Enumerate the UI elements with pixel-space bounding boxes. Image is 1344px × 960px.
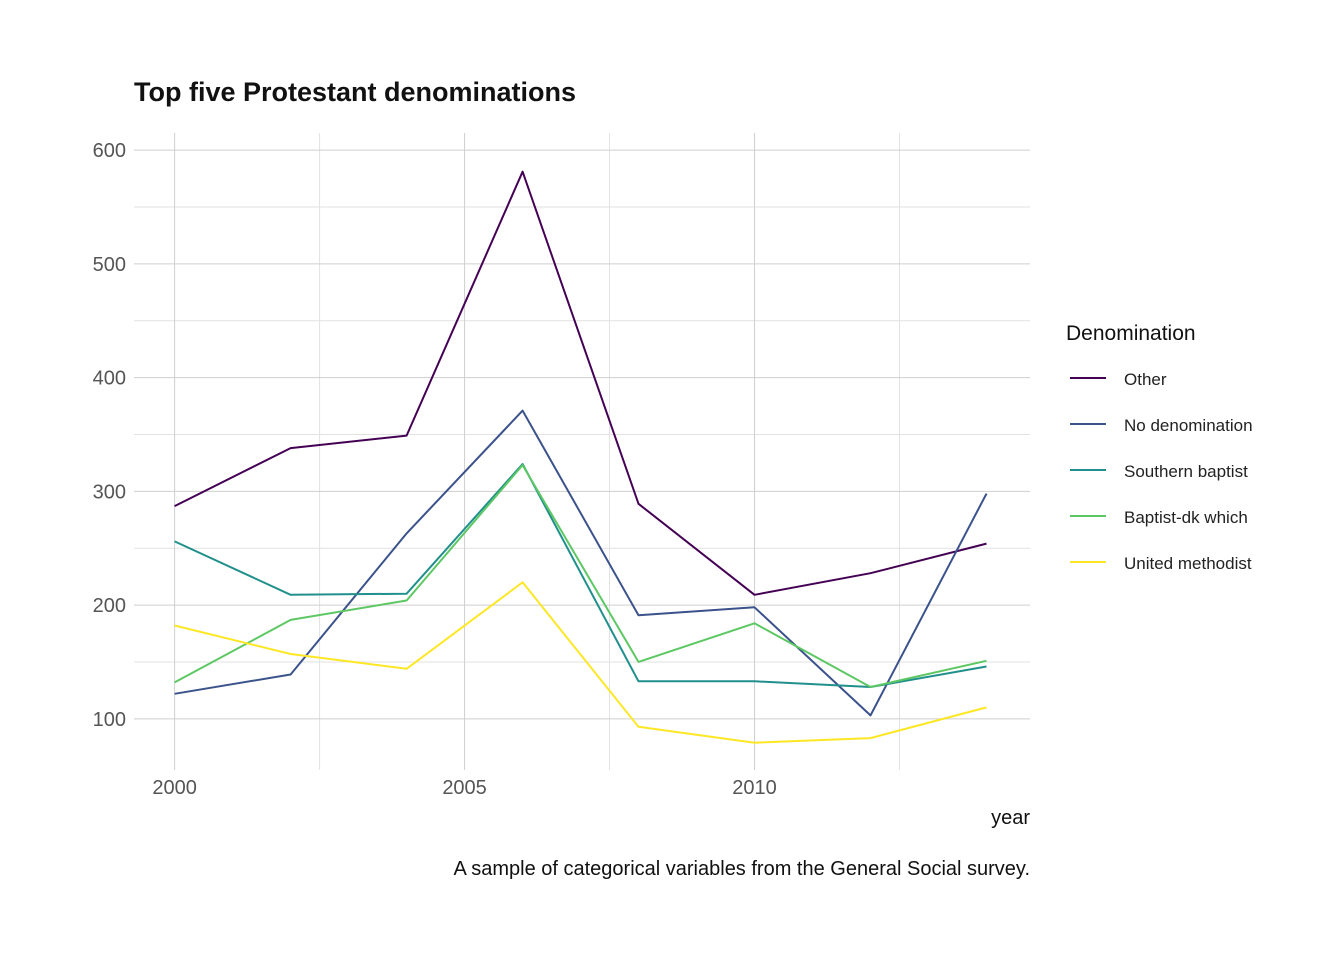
x-axis-title: year [991,807,1030,829]
legend-label-3: Baptist-dk which [1124,508,1248,527]
series-lines [174,170,988,744]
legend-label-4: United methodist [1124,554,1252,573]
chart-caption: A sample of categorical variables from t… [453,858,1030,880]
x-tick-label: 2010 [732,777,777,799]
chart-title: Top five Protestant denominations [134,77,576,107]
series-line-3 [174,464,987,688]
legend-label-0: Other [1124,370,1167,389]
y-tick-label: 500 [93,254,126,276]
legend-label-2: Southern baptist [1124,462,1248,481]
series-line-0 [174,170,987,596]
y-tick-label: 400 [93,368,126,390]
legend-label-1: No denomination [1124,416,1253,435]
y-axis-ticks: 100 200 300 400 500 600 [93,140,126,731]
legend-title: Denomination [1066,322,1196,345]
series-line-1 [174,409,988,717]
series-line-4 [174,581,987,744]
series-line-2 [174,463,987,688]
legend: Denomination Other No denomination Souther… [1066,322,1253,573]
x-axis-ticks: 2000 2005 2010 [152,777,776,799]
x-tick-label: 2000 [152,777,197,799]
y-tick-label: 300 [93,481,126,503]
grid [134,133,1030,770]
x-tick-label: 2005 [442,777,487,799]
y-tick-label: 600 [93,140,126,162]
y-tick-label: 100 [93,709,126,731]
y-tick-label: 200 [93,595,126,617]
